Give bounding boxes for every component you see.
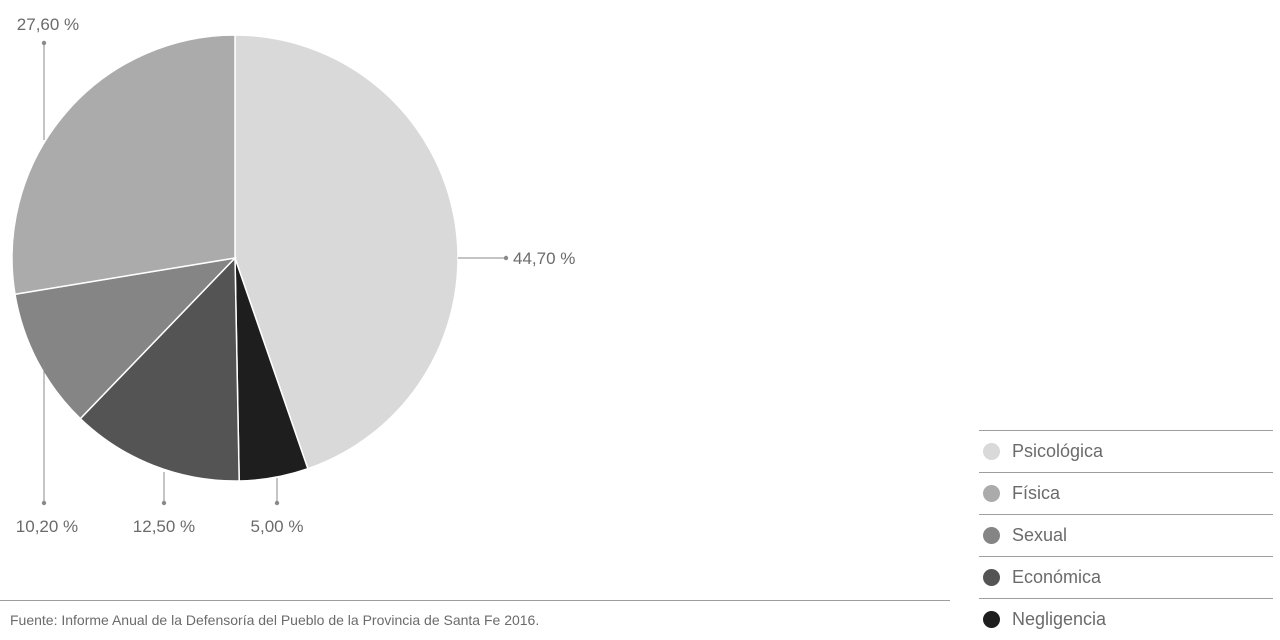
- legend-label: Física: [1012, 483, 1061, 503]
- source-divider: [0, 600, 950, 601]
- legend-label: Sexual: [1012, 525, 1068, 545]
- pie-slice-sexual: [14, 256, 238, 420]
- legend-item: Física: [979, 472, 1273, 514]
- pie-slice-física: [11, 34, 236, 296]
- legend-swatch: [983, 485, 1000, 502]
- slice-label-psicológica: 44,70 %: [513, 249, 575, 268]
- pie-slice-psicológica: [234, 34, 459, 470]
- legend-label: Psicológica: [1012, 441, 1104, 461]
- slice-label-sexual: 10,20 %: [16, 517, 78, 536]
- legend: Psicológica Física Sexual Económica Negligen…: [979, 430, 1273, 640]
- legend-swatch: [983, 443, 1000, 460]
- legend-swatch: [983, 611, 1000, 628]
- source-note: Fuente: Informe Anual de la Defensoría d…: [10, 612, 540, 628]
- leader-dot: [274, 500, 280, 506]
- leader-dot: [503, 255, 509, 261]
- leader-dot: [161, 500, 167, 506]
- leader-dot: [41, 500, 47, 506]
- slice-label-física: 27,60 %: [17, 15, 79, 34]
- legend-label: Económica: [1012, 567, 1102, 587]
- leader-dot: [41, 40, 47, 46]
- legend-swatch: [983, 569, 1000, 586]
- legend-item: Psicológica: [979, 430, 1273, 472]
- legend-item: Negligencia: [979, 598, 1273, 640]
- slice-label-negligencia: 5,00 %: [251, 517, 304, 536]
- pie-slice-económica: [79, 256, 240, 482]
- legend-item: Sexual: [979, 514, 1273, 556]
- legend-swatch: [983, 527, 1000, 544]
- slice-label-económica: 12,50 %: [133, 517, 195, 536]
- legend-label: Negligencia: [1012, 609, 1107, 629]
- legend-item: Económica: [979, 556, 1273, 598]
